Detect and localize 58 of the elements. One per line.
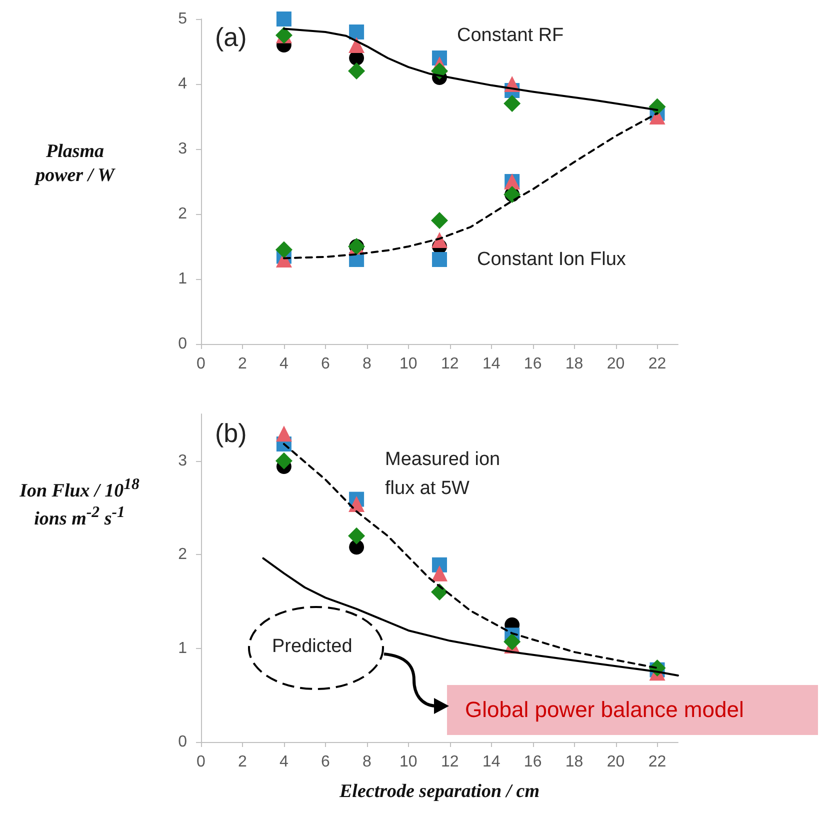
x-tick-label: 20 bbox=[606, 754, 625, 770]
x-tick-label: 14 bbox=[482, 356, 500, 372]
point bbox=[348, 496, 365, 512]
x-tick-label: 4 bbox=[280, 356, 289, 372]
y-tick-label: 2 bbox=[178, 206, 188, 222]
x-tick-label: 12 bbox=[440, 356, 459, 372]
point bbox=[276, 12, 292, 26]
point bbox=[504, 633, 521, 650]
x-tick-label: 22 bbox=[648, 356, 666, 372]
annotation: (b) bbox=[215, 418, 247, 449]
x-tick-label: 4 bbox=[280, 754, 289, 770]
y-tick-label: 4 bbox=[178, 76, 188, 92]
point bbox=[349, 24, 364, 40]
x-tick-label: 18 bbox=[565, 754, 584, 770]
x-tick-label: 18 bbox=[565, 356, 584, 372]
x-tick-label: 22 bbox=[648, 754, 666, 770]
y-tick-label: 3 bbox=[178, 452, 188, 470]
point bbox=[275, 241, 292, 258]
point bbox=[504, 95, 521, 112]
annotation: Predicted bbox=[272, 636, 352, 658]
x-tick-label: 8 bbox=[362, 754, 372, 770]
x-tick-label: 16 bbox=[524, 356, 542, 372]
x-tick-label: 10 bbox=[399, 356, 418, 372]
x-tick-label: 8 bbox=[362, 356, 372, 372]
annotation: Constant Ion Flux bbox=[477, 249, 626, 271]
y-axis-title: Plasma power / W bbox=[33, 140, 116, 188]
x-axis-title: Electrode separation / cm bbox=[338, 781, 540, 802]
x-tick-label: 0 bbox=[196, 356, 206, 372]
y-tick-label: 0 bbox=[178, 734, 188, 750]
x-tick-label: 2 bbox=[238, 754, 248, 770]
y-tick-label: 2 bbox=[178, 546, 188, 564]
x-tick-label: 20 bbox=[606, 356, 625, 372]
y-tick-label: 1 bbox=[178, 640, 188, 657]
x-tick-label: 0 bbox=[196, 754, 206, 770]
x-tick-label: 2 bbox=[238, 356, 248, 372]
annotation: Measured ion flux at 5W bbox=[385, 448, 502, 500]
point bbox=[275, 452, 292, 470]
annotation: (a) bbox=[215, 22, 247, 53]
point bbox=[432, 565, 448, 582]
point bbox=[348, 37, 365, 53]
x-tick-label: 10 bbox=[399, 754, 418, 770]
y-tick-label: 0 bbox=[178, 336, 188, 352]
annotation: Constant RF bbox=[457, 25, 564, 47]
point bbox=[432, 252, 447, 267]
point bbox=[431, 212, 448, 229]
point bbox=[276, 426, 292, 442]
y-tick-label: 3 bbox=[178, 140, 188, 158]
x-tick-label: 16 bbox=[524, 754, 542, 770]
y-tick-label: 1 bbox=[178, 270, 188, 288]
point bbox=[348, 62, 366, 80]
annotation: Global power balance model bbox=[465, 696, 744, 724]
text: Ion Flux / 10$^{18}$ ions m$^{-2}$ s$^{-1}$ bbox=[20, 476, 140, 530]
x-tick-label: 6 bbox=[320, 754, 330, 770]
x-tick-label: 6 bbox=[320, 356, 330, 372]
x-tick-label: 14 bbox=[482, 754, 500, 770]
x-tick-label: 12 bbox=[440, 754, 459, 770]
y-tick-label: 5 bbox=[178, 10, 188, 28]
point bbox=[348, 527, 366, 544]
